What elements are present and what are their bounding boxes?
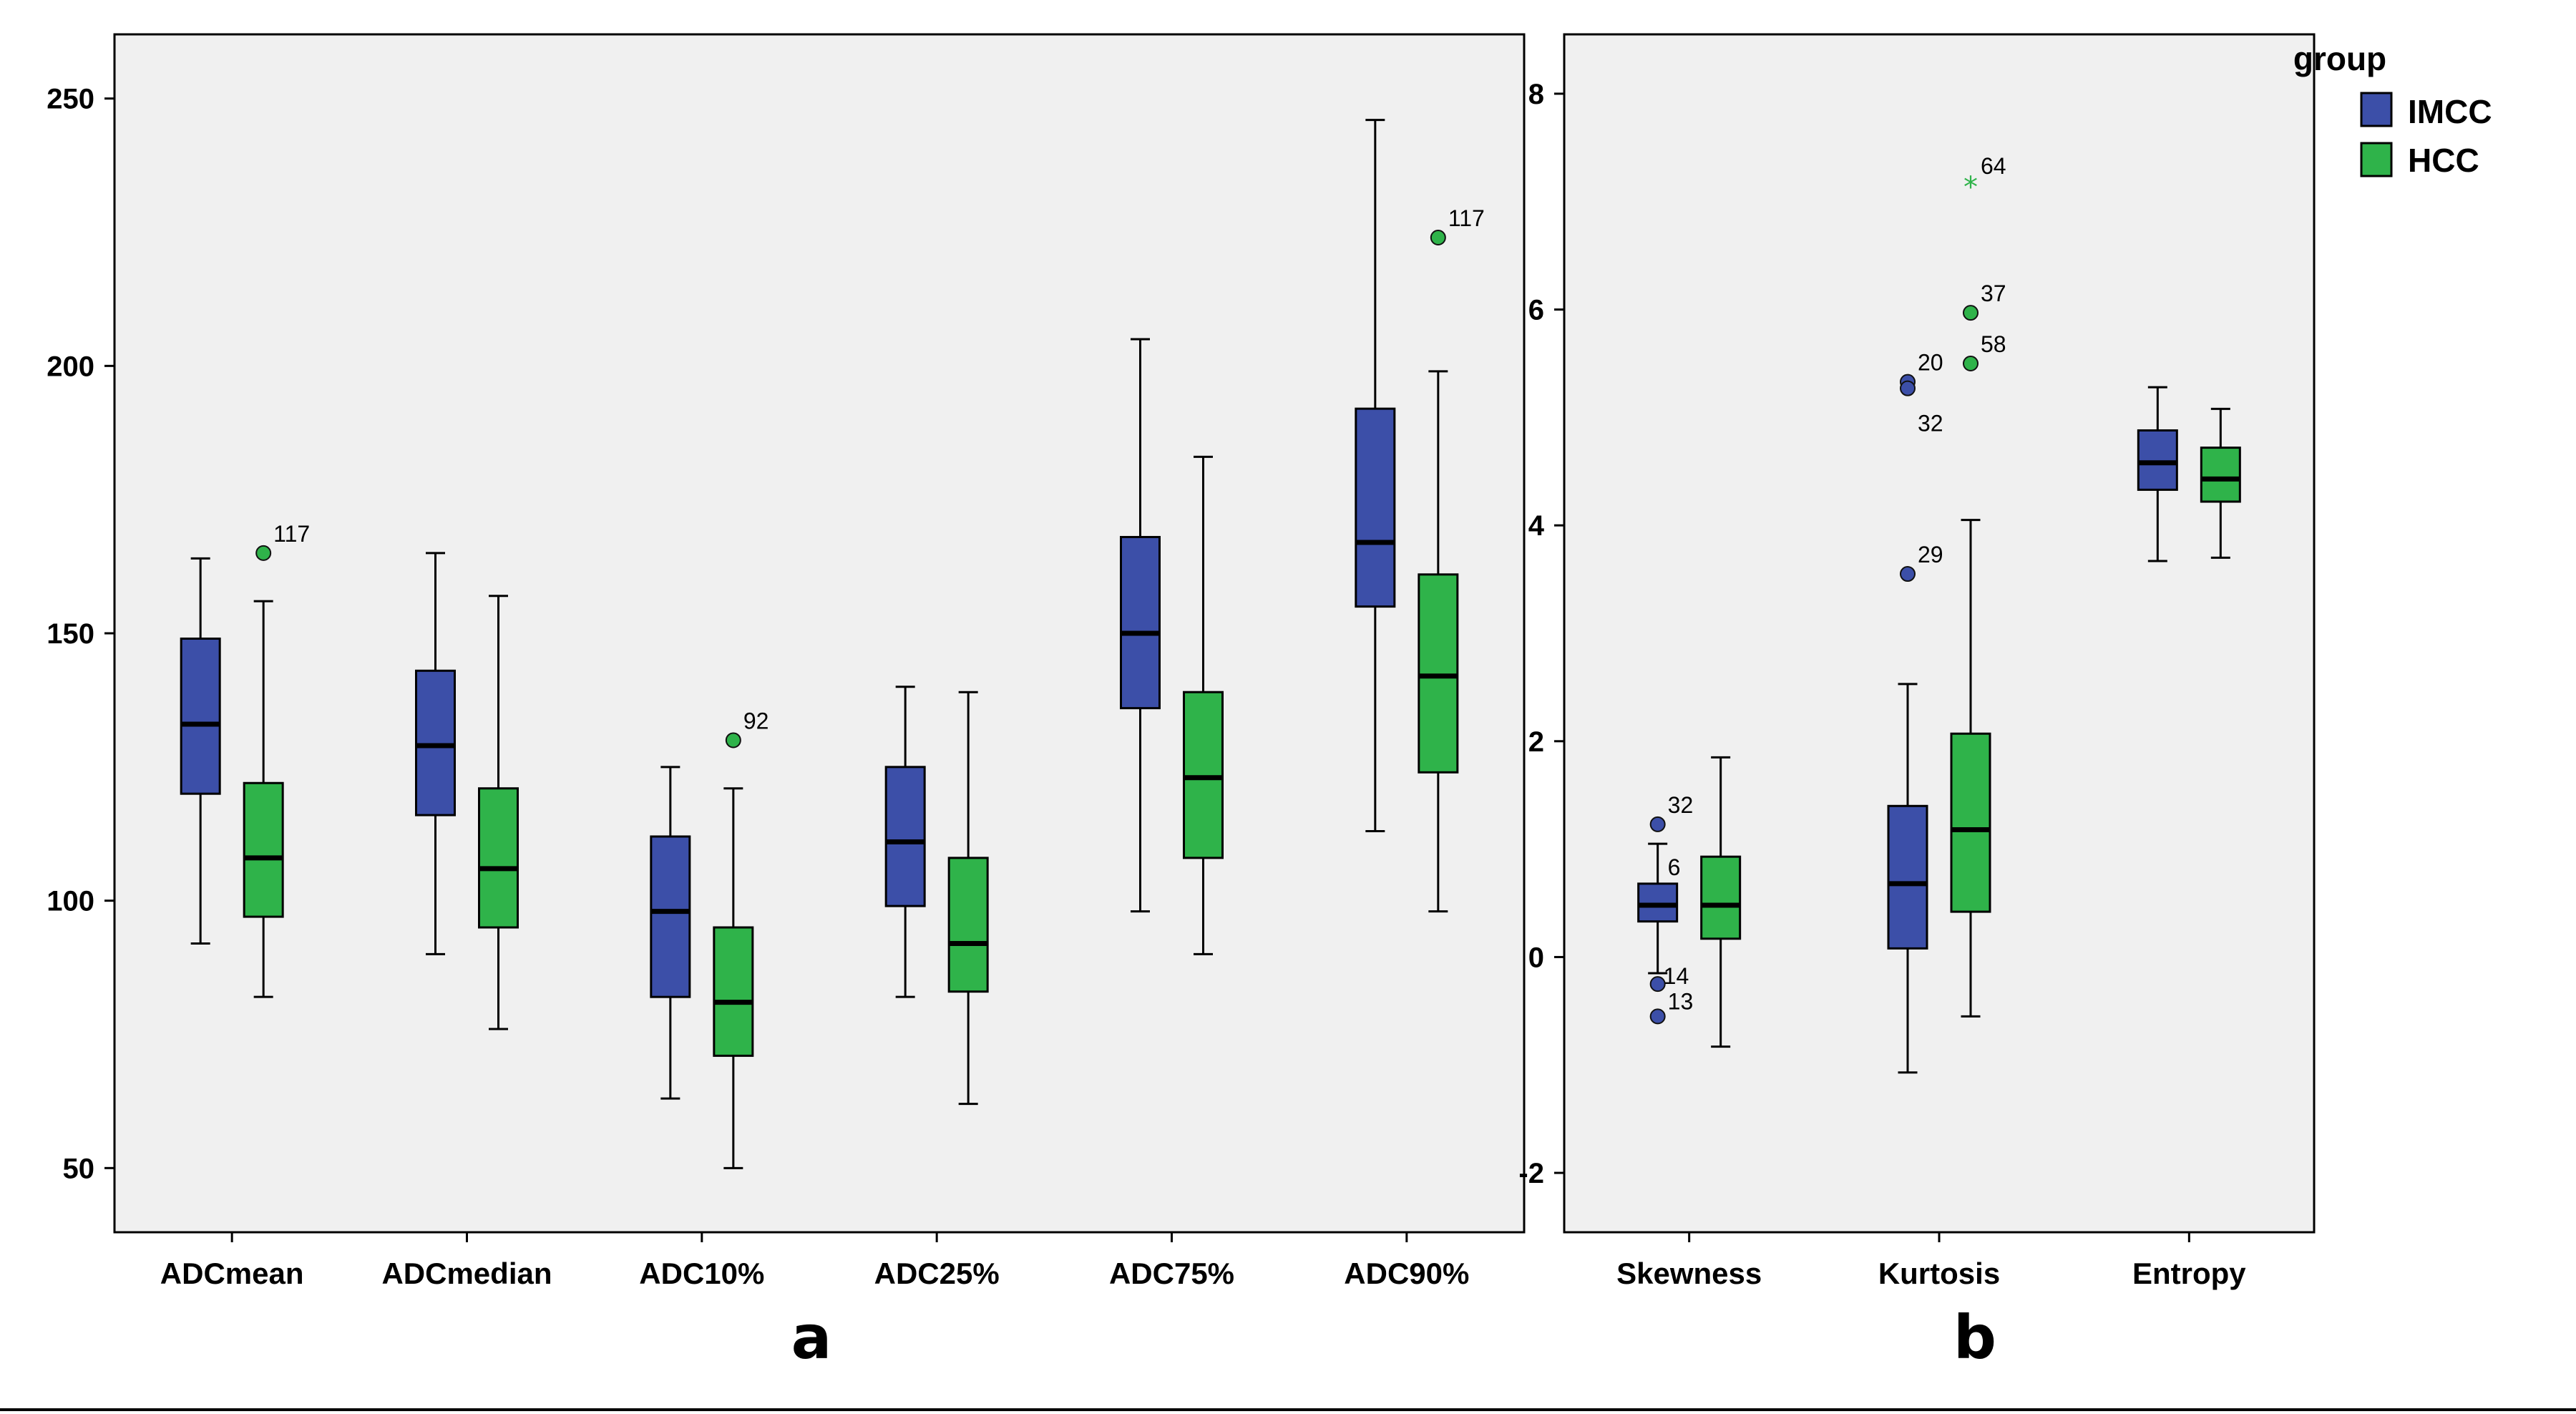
y-tick-label: 2: [1528, 726, 1544, 758]
outlier-label: 20: [1918, 350, 1943, 376]
box-imcc-adcmedian: [415, 552, 456, 955]
legend-swatch-imcc: [2360, 92, 2393, 127]
y-tick-label: 250: [47, 84, 94, 115]
box-imcc-adc25pct: [884, 686, 926, 998]
y-tick-label: 4: [1528, 510, 1545, 542]
box-hcc-adc75pct: [1183, 455, 1224, 955]
iqr-box: [1183, 691, 1224, 859]
outlier-point: [1649, 1008, 1666, 1025]
iqr-box: [1887, 804, 1928, 950]
outlier-label: 92: [743, 708, 769, 733]
box-imcc-entropy: [2137, 386, 2178, 562]
iqr-box: [947, 857, 989, 993]
box-imcc-adcmean: [180, 557, 221, 945]
y-tick-label: -2: [1518, 1158, 1544, 1189]
x-tick-label-kurtosis: Kurtosis: [1878, 1257, 2000, 1290]
legend-swatch-hcc: [2360, 142, 2393, 177]
panel-label: b: [1953, 1302, 1996, 1372]
x-tick-label-adc10pct: ADC10%: [639, 1257, 764, 1290]
outlier-label: 64: [1981, 153, 2006, 179]
box-imcc-adc90pct: [1355, 119, 1396, 833]
iqr-box: [713, 926, 754, 1057]
iqr-box: [415, 669, 456, 816]
iqr-box: [1120, 535, 1161, 710]
outlier-label: 37: [1981, 281, 2006, 306]
iqr-box: [2200, 447, 2241, 503]
outlier-point: [1900, 380, 1916, 396]
iqr-box: [1950, 732, 1991, 913]
outlier-label: 6: [1668, 854, 1681, 880]
y-tick-label: 6: [1528, 295, 1544, 326]
outlier-label: 117: [273, 521, 310, 547]
iqr-box: [1418, 573, 1459, 774]
outlier-star: *: [1963, 171, 1978, 204]
box-hcc-kurtosis: *64 37 58: [1950, 153, 2006, 1018]
outlier-point: [1649, 816, 1666, 832]
outlier-point: [255, 545, 272, 561]
outlier-label: 32: [1668, 792, 1694, 818]
x-tick-label-adcmean: ADCmean: [160, 1257, 304, 1290]
panel-label: a: [791, 1302, 832, 1372]
x-tick-label-entropy: Entropy: [2132, 1257, 2246, 1290]
box-hcc-adc10pct: 92: [713, 708, 769, 1169]
iqr-box: [884, 766, 926, 907]
y-tick-label: 0: [1528, 942, 1544, 973]
outlier-point: [1430, 229, 1446, 245]
legend-title: group: [2293, 40, 2386, 77]
x-tick-label-adc75pct: ADC75%: [1109, 1257, 1234, 1290]
x-tick-label-skewness: Skewness: [1616, 1257, 1762, 1290]
box-imcc-adc75pct: [1120, 338, 1161, 913]
outlier-point: [725, 732, 741, 749]
outlier-point: [1900, 566, 1916, 582]
plot-area: [1563, 33, 2316, 1234]
iqr-box: [243, 781, 284, 918]
y-tick-label: 150: [47, 618, 94, 650]
iqr-box: [650, 835, 691, 998]
box-hcc-skewness: [1700, 756, 1742, 1048]
outlier-label: 117: [1448, 205, 1485, 231]
box-hcc-adc25pct: [947, 691, 989, 1106]
legend-label-imcc: IMCC: [2408, 93, 2492, 130]
y-tick-label: 8: [1528, 79, 1544, 110]
bottom-rule: [0, 1408, 2576, 1411]
outlier-point: [1963, 305, 1979, 321]
legend-label-hcc: HCC: [2408, 142, 2479, 179]
iqr-box: [1355, 407, 1396, 608]
x-tick-label-adc90pct: ADC90%: [1344, 1257, 1469, 1290]
x-tick-label-adc25pct: ADC25%: [874, 1257, 1000, 1290]
panel-a-chart: 50 100 150 200 250 ADCmean 117 ADCmedian ADC10% 9…: [47, 33, 1526, 1372]
iqr-box: [1637, 882, 1679, 923]
iqr-box: [478, 787, 519, 929]
box-hcc-adc90pct: 117: [1418, 205, 1485, 913]
outlier-label: 14: [1664, 963, 1689, 989]
iqr-box: [180, 637, 221, 795]
box-imcc-kurtosis: 20 32 29: [1887, 350, 1943, 1074]
y-tick-label: 50: [63, 1153, 95, 1184]
outlier-point: [1649, 976, 1666, 993]
outlier-label: 13: [1668, 988, 1694, 1014]
legend: group IMCC HCC: [2293, 40, 2492, 179]
plot-area: [113, 33, 1526, 1234]
outlier-point: [1963, 355, 1979, 371]
y-tick-label: 100: [47, 886, 94, 917]
box-imcc-adc10pct: [650, 766, 691, 1100]
iqr-box: [1700, 855, 1742, 940]
outlier-label: 32: [1918, 411, 1943, 437]
outlier-label: 29: [1918, 542, 1943, 567]
iqr-box: [2137, 429, 2178, 491]
y-tick-label: 200: [47, 351, 94, 382]
x-tick-label-adcmedian: ADCmedian: [381, 1257, 552, 1290]
box-hcc-adcmean: 117: [243, 521, 310, 998]
outlier-label: 58: [1981, 331, 2006, 357]
box-hcc-entropy: [2200, 407, 2241, 559]
box-hcc-adcmedian: [478, 595, 519, 1030]
